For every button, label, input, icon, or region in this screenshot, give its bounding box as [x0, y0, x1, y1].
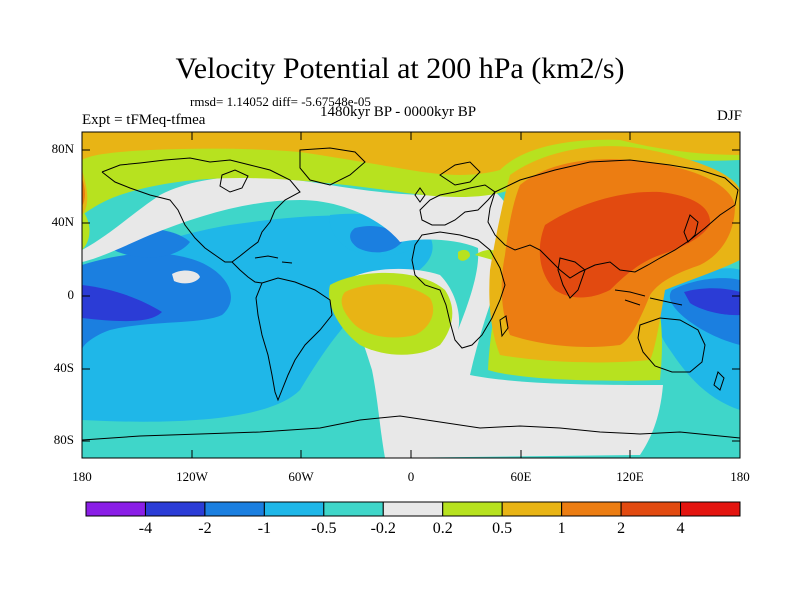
- field-white-island: [172, 270, 200, 284]
- colorbar-tick-label: 2: [617, 520, 626, 537]
- lon-label: 120E: [616, 469, 644, 484]
- colorbar-tick-label: -0.2: [370, 520, 396, 537]
- lon-label: 180: [730, 469, 750, 484]
- field-yellowgreen: [82, 210, 90, 250]
- coast-japan: [683, 214, 699, 243]
- coastlines: [82, 147, 740, 441]
- field-yelloworange: [341, 284, 434, 338]
- field-yellowgreen-island: [458, 249, 470, 261]
- stats-label: rmsd= 1.14052 diff= -5.67548e-05: [190, 94, 371, 109]
- period-label: 1480kyr BP - 0000kyr BP: [320, 104, 477, 120]
- colorbar-box: [442, 501, 503, 517]
- lon-label: 60E: [510, 469, 532, 484]
- coast-greenland: [299, 147, 366, 186]
- coast-central-america: [231, 261, 263, 284]
- field-blue: [350, 225, 402, 253]
- lat-label: 40N: [51, 214, 74, 229]
- colorbar-tick-label: 1: [557, 520, 566, 537]
- coast-south-america: [255, 277, 333, 402]
- field-yelloworange: [82, 132, 740, 175]
- coast-north-america: [101, 157, 301, 263]
- colorbar-tick-label: 0.5: [492, 520, 513, 537]
- lat-label: 80S: [53, 432, 74, 447]
- lon-label: 0: [407, 469, 415, 484]
- field-yellowgreen: [82, 132, 740, 215]
- lon-label: 120W: [176, 469, 208, 484]
- colorbar-tick-label: -0.5: [311, 520, 337, 537]
- colorbar-box: [382, 501, 444, 517]
- coast-europe: [419, 184, 496, 226]
- colorbar-box: [501, 501, 563, 517]
- colorbar-box: [144, 501, 206, 517]
- field-darkblue: [684, 288, 740, 316]
- colorbar-tick-label: -4: [138, 520, 153, 537]
- colorbar: [85, 501, 741, 517]
- colorbar-box: [85, 501, 146, 517]
- colorbar-box: [561, 501, 622, 517]
- lon-label: 180: [72, 469, 92, 484]
- coast-asia: [487, 159, 739, 279]
- coast-scandinavia: [439, 161, 481, 186]
- lat-label: 0: [67, 287, 75, 302]
- season-label: DJF: [716, 108, 742, 124]
- coast-indonesia: [614, 289, 683, 306]
- colorbar-box: [620, 501, 682, 517]
- colorbar-box: [263, 501, 325, 517]
- coast-antarctica: [82, 415, 740, 441]
- coast-australia: [637, 317, 706, 373]
- velocity-potential-field: [82, 132, 740, 458]
- coast-uk: [414, 187, 426, 203]
- colorbar-tick-label: 0.2: [432, 520, 453, 537]
- colorbar-tick-label: -2: [198, 520, 212, 537]
- coast-caribbean: [254, 255, 293, 264]
- coast-new-zealand: [713, 371, 725, 391]
- colorbar-box: [680, 501, 741, 517]
- axis-ticks: [82, 132, 740, 458]
- colorbar-tick-label: 4: [676, 520, 685, 537]
- lon-label: 60W: [288, 469, 314, 484]
- experiment-label: Expt = tFMeq-tfmea: [82, 112, 206, 128]
- map-title: Velocity Potential at 200 hPa (km2/s): [175, 52, 625, 85]
- field-darkblue: [82, 285, 162, 322]
- coast-india: [557, 257, 586, 299]
- lat-label: 80N: [51, 141, 74, 156]
- field-orange: [82, 178, 85, 206]
- coast-hudson: [219, 169, 249, 193]
- colorbar-tick-label: -1: [257, 520, 272, 537]
- lat-label: 40S: [53, 360, 74, 375]
- coast-africa: [411, 231, 506, 349]
- colorbar-box: [323, 501, 384, 517]
- coast-madagascar: [499, 315, 509, 338]
- colorbar-box: [204, 501, 265, 517]
